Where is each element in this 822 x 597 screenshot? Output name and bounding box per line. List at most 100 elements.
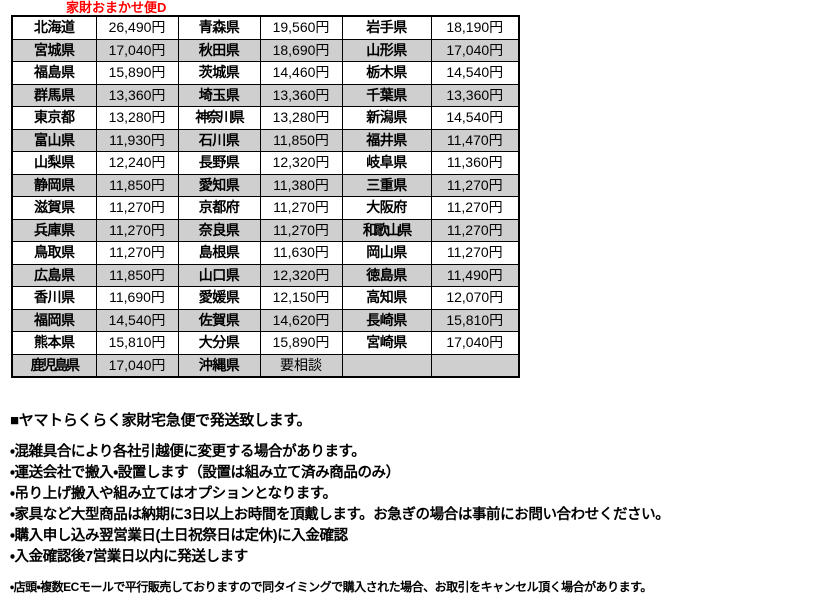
table-row: 広島県 11,850円 山口県 12,320円 徳島県 11,490円 [11,263,520,287]
prefecture-cell: 熊本県 [11,331,97,355]
price-cell: 12,150円 [259,286,343,310]
prefecture-cell: 東京都 [11,106,97,130]
price-cell: 11,270円 [430,173,520,197]
prefecture-cell: 静岡県 [11,173,97,197]
price-cell: 11,380円 [259,173,343,197]
price-cell: 11,360円 [430,151,520,175]
price-cell: 11,270円 [95,241,179,265]
prefecture-cell: 和歌山県 [341,218,432,242]
prefecture-cell: 山口県 [177,263,261,287]
price-cell: 要相談 [259,353,343,378]
prefecture-cell: 大分県 [177,331,261,355]
prefecture-cell: 石川県 [177,128,261,152]
table-row: 鹿児島県 17,040円 沖縄県 要相談 [11,353,520,378]
note-line: ・吊り上げ搬入や組み立てはオプションとなります。 [10,486,337,502]
note-line: ・混雑具合により各社引越便に変更する場合があります。 [10,444,366,460]
prefecture-cell: 新潟県 [341,106,432,130]
prefecture-cell: 埼玉県 [177,83,261,107]
note-line: ・運送会社で搬入・設置します（設置は組み立て済み商品のみ） [10,465,400,481]
prefecture-cell: 愛媛県 [177,286,261,310]
prefecture-cell: 福島県 [11,61,97,85]
price-table-container: 北海道 26,490円 青森県 19,560円 岩手県 18,190円 宮城県 17,040円… [11,15,520,378]
prefecture-cell: 高知県 [341,286,432,310]
prefecture-cell: 秋田県 [177,38,261,62]
price-cell: 12,240円 [95,151,179,175]
price-cell: 11,850円 [259,128,343,152]
table-row: 香川県 11,690円 愛媛県 12,150円 高知県 12,070円 [11,286,520,310]
price-cell: 14,540円 [95,308,179,332]
table-row: 滋賀県 11,270円 京都府 11,270円 大阪府 11,270円 [11,196,520,220]
notes-list: ・混雑具合により各社引越便に変更する場合があります。・運送会社で搬入・設置します… [10,442,810,568]
price-cell: 18,690円 [259,38,343,62]
prefecture-cell: 滋賀県 [11,196,97,220]
price-cell: 11,470円 [430,128,520,152]
prefecture-cell: 香川県 [11,286,97,310]
page-title: 家財おまかせ便D [66,0,167,15]
table-row: 静岡県 11,850円 愛知県 11,380円 三重県 11,270円 [11,173,520,197]
table-row: 兵庫県 11,270円 奈良県 11,270円 和歌山県 11,270円 [11,218,520,242]
price-cell: 26,490円 [95,15,179,40]
price-cell: 17,040円 [430,38,520,62]
prefecture-cell: 鳥取県 [11,241,97,265]
price-cell: 12,320円 [259,151,343,175]
price-cell: 13,360円 [259,83,343,107]
price-cell: 12,320円 [259,263,343,287]
price-cell: 17,040円 [95,38,179,62]
prefecture-cell: 京都府 [177,196,261,220]
prefecture-cell: 青森県 [177,15,261,40]
prefecture-cell: 茨城県 [177,61,261,85]
price-cell: 13,280円 [259,106,343,130]
prefecture-cell: 三重県 [341,173,432,197]
table-row: 熊本県 15,810円 大分県 15,890円 宮崎県 17,040円 [11,331,520,355]
prefecture-cell: 千葉県 [341,83,432,107]
price-cell: 14,540円 [430,106,520,130]
price-cell: 15,810円 [430,308,520,332]
prefecture-cell [341,353,432,378]
table-row: 北海道 26,490円 青森県 19,560円 岩手県 18,190円 [11,15,520,40]
prefecture-cell: 島根県 [177,241,261,265]
price-cell: 13,360円 [95,83,179,107]
prefecture-cell: 富山県 [11,128,97,152]
prefecture-cell: 群馬県 [11,83,97,107]
price-cell: 18,190円 [430,15,520,40]
prefecture-cell: 徳島県 [341,263,432,287]
prefecture-cell: 佐賀県 [177,308,261,332]
prefecture-cell: 岩手県 [341,15,432,40]
price-cell: 11,850円 [95,263,179,287]
prefecture-cell: 神奈川県 [177,106,261,130]
note-line: ・購入申し込み翌営業日(土日祝祭日は定休)に入金確認 [10,528,348,544]
prefecture-cell: 長野県 [177,151,261,175]
price-cell: 11,930円 [95,128,179,152]
price-cell: 11,690円 [95,286,179,310]
price-cell: 11,270円 [259,196,343,220]
prefecture-cell: 兵庫県 [11,218,97,242]
table-row: 富山県 11,930円 石川県 11,850円 福井県 11,470円 [11,128,520,152]
notes-section: ■ヤマトらくらく家財宅急便で発送致します。 ・混雑具合により各社引越便に変更する… [10,410,810,597]
prefecture-cell: 鹿児島県 [11,353,97,378]
prefecture-cell: 福井県 [341,128,432,152]
price-cell: 14,540円 [430,61,520,85]
prefecture-cell: 岐阜県 [341,151,432,175]
price-cell: 15,890円 [259,331,343,355]
table-row: 福島県 15,890円 茨城県 14,460円 栃木県 14,540円 [11,61,520,85]
price-cell: 11,270円 [95,196,179,220]
price-cell: 13,280円 [95,106,179,130]
prefecture-cell: 宮城県 [11,38,97,62]
price-cell: 11,630円 [259,241,343,265]
prefecture-cell: 広島県 [11,263,97,287]
notes-heading: ■ヤマトらくらく家財宅急便で発送致します。 [10,412,312,429]
prefecture-cell: 大阪府 [341,196,432,220]
price-cell: 11,270円 [259,218,343,242]
prefecture-cell: 山形県 [341,38,432,62]
prefecture-cell: 岡山県 [341,241,432,265]
price-cell: 11,270円 [430,241,520,265]
table-row: 東京都 13,280円 神奈川県 13,280円 新潟県 14,540円 [11,106,520,130]
note-line: ・入金確認後7営業日以内に発送します [10,549,248,565]
table-row: 群馬県 13,360円 埼玉県 13,360円 千葉県 13,360円 [11,83,520,107]
price-table-body: 北海道 26,490円 青森県 19,560円 岩手県 18,190円 宮城県 17,040円… [11,15,520,378]
price-cell: 12,070円 [430,286,520,310]
price-cell: 19,560円 [259,15,343,40]
prefecture-cell: 宮崎県 [341,331,432,355]
prefecture-cell: 奈良県 [177,218,261,242]
prefecture-cell: 愛知県 [177,173,261,197]
